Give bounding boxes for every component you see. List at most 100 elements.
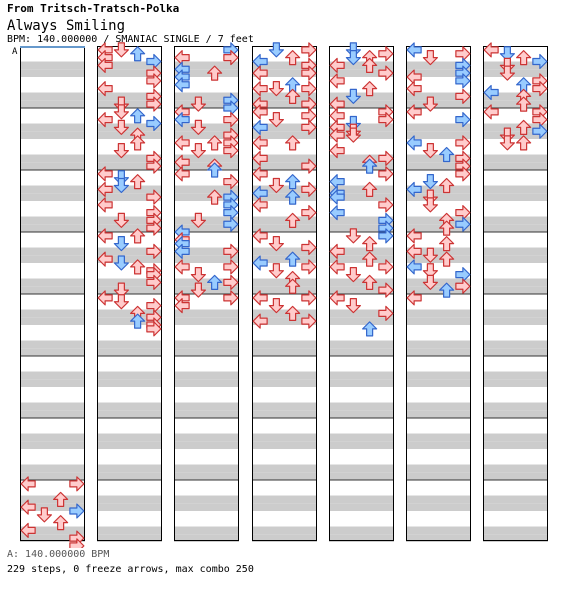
beat-stripe (97, 348, 162, 356)
beat-stripe (20, 410, 85, 418)
measure-column (97, 42, 162, 542)
arrow-up-icon (285, 135, 301, 151)
beat-stripe (329, 340, 394, 349)
arrow-right-icon (223, 274, 239, 290)
beat-stripe (406, 193, 471, 201)
beat-stripe (97, 534, 162, 542)
beat-stripe (483, 100, 548, 108)
arrow-up-icon (516, 50, 532, 66)
arrow-right-icon (223, 216, 239, 232)
arrow-right-icon (532, 53, 548, 70)
beat-stripe (20, 309, 85, 318)
arrow-left-icon (97, 197, 113, 213)
arrow-up-icon (362, 251, 378, 267)
beat-stripe (252, 340, 317, 349)
arrow-down-icon (422, 174, 438, 190)
beat-stripe (174, 433, 239, 442)
arrow-right-icon (455, 73, 471, 89)
beat-stripe (406, 69, 471, 77)
arrow-down-icon (345, 50, 361, 66)
beat-stripe (483, 441, 548, 449)
arrow-left-icon (252, 135, 268, 151)
beat-stripe (97, 526, 162, 535)
beat-stripe (329, 255, 394, 263)
arrow-right-icon (378, 65, 394, 81)
arrow-up-icon (362, 321, 378, 337)
beat-stripe (20, 371, 85, 380)
arrow-up-icon (362, 57, 378, 73)
arrow-down-icon (422, 197, 438, 213)
arrow-right-icon (69, 476, 85, 492)
beat-stripe (483, 247, 548, 256)
beat-stripe (174, 472, 239, 480)
beat-stripe (252, 61, 317, 70)
arrow-right-icon (455, 135, 471, 151)
beat-stripe (406, 410, 471, 418)
arrow-up-icon (516, 119, 532, 135)
column-border (406, 46, 471, 541)
arrow-down-icon (422, 96, 438, 112)
arrow-up-icon (130, 174, 146, 190)
arrow-left-icon (97, 57, 113, 73)
arrow-up-icon (439, 177, 455, 194)
arrow-left-icon (406, 42, 422, 58)
column-border (329, 46, 394, 541)
arrow-up-icon (53, 515, 69, 531)
arrow-left-icon (406, 104, 422, 120)
arrow-left-icon (329, 290, 345, 306)
arrow-up-icon (285, 189, 301, 205)
beat-stripe (20, 402, 85, 411)
beat-stripe (252, 464, 317, 473)
arrow-right-icon (455, 216, 471, 232)
beat-stripe (174, 131, 239, 139)
beat-stripe (329, 309, 394, 318)
beat-stripe (97, 255, 162, 263)
beat-stripe (329, 472, 394, 480)
measure-column (20, 46, 85, 548)
beat-stripe (329, 348, 394, 356)
beat-stripe (483, 278, 548, 287)
beat-stripe (329, 123, 394, 132)
beat-stripe (483, 61, 548, 70)
arrow-right-icon (146, 96, 162, 112)
beat-stripe (483, 495, 548, 504)
beat-stripe (252, 472, 317, 480)
arrow-up-icon (130, 228, 146, 244)
beat-stripe (97, 162, 162, 170)
beat-stripe (20, 526, 85, 535)
arrow-right-icon (301, 119, 317, 135)
arrow-down-icon (268, 81, 284, 97)
arrow-left-icon (252, 290, 268, 306)
arrow-right-icon (455, 88, 471, 104)
beat-stripe (252, 503, 317, 511)
arrow-left-icon (406, 243, 422, 259)
measure-column (406, 42, 471, 542)
arrow-left-icon (406, 135, 422, 151)
beat-stripe (252, 410, 317, 418)
beat-stripe (406, 379, 471, 387)
beat-stripe (252, 441, 317, 449)
beat-stripe (20, 340, 85, 349)
column-border (252, 46, 317, 541)
arrow-right-icon (455, 166, 471, 182)
beat-stripe (252, 371, 317, 380)
beat-stripe (174, 402, 239, 411)
arrow-left-icon (329, 205, 345, 221)
arrow-left-icon (406, 228, 422, 244)
arrow-up-icon (362, 236, 378, 252)
beat-stripe (406, 441, 471, 449)
measure-column (174, 42, 239, 542)
arrow-up-icon (53, 491, 69, 507)
arrow-left-icon (252, 166, 268, 182)
beat-stripe (97, 154, 162, 163)
arrow-right-icon (301, 290, 317, 306)
arrow-left-icon (252, 228, 268, 244)
arrow-down-icon (113, 143, 129, 159)
beat-stripe (20, 441, 85, 449)
column-border (483, 46, 548, 541)
arrow-down-icon (499, 65, 515, 81)
beat-stripe (406, 100, 471, 108)
arrow-right-icon (146, 321, 162, 337)
arrow-down-icon (345, 298, 361, 314)
beat-stripe (329, 317, 394, 325)
